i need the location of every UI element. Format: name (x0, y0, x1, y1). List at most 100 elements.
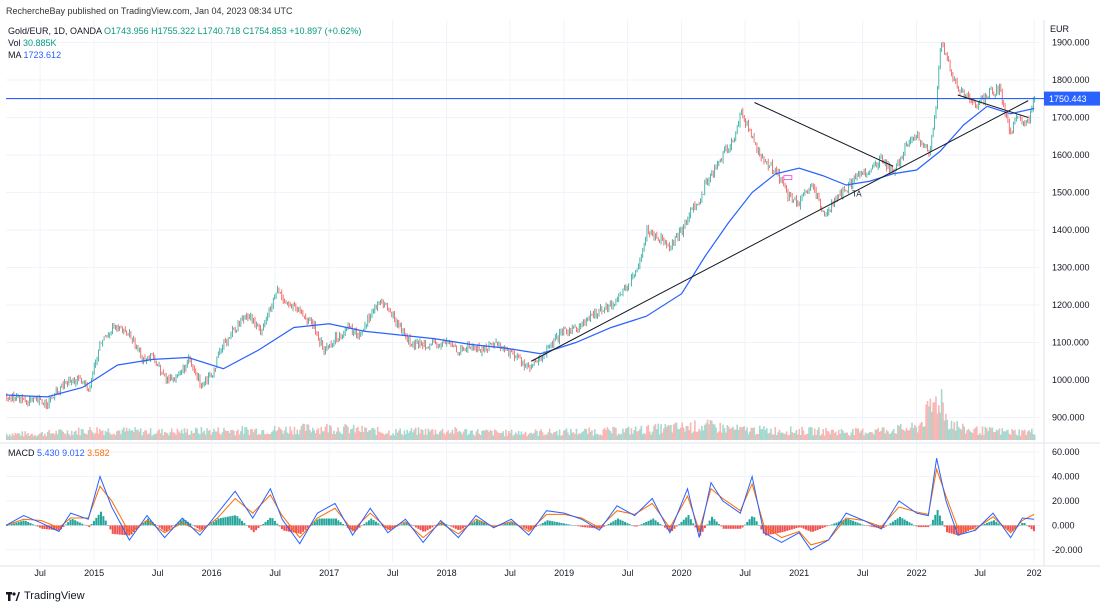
volume-bar (448, 433, 451, 440)
macd-histogram-bar (755, 521, 758, 526)
volume-bar (145, 430, 148, 440)
volume-bar (259, 434, 262, 440)
macd-histogram-bar (165, 525, 168, 532)
volume-bar (630, 428, 633, 440)
volume-bar (554, 432, 557, 440)
volume-bar (591, 430, 593, 440)
time-tick-label: Jul (622, 568, 634, 578)
volume-bar (778, 429, 781, 440)
volume-bar (522, 434, 524, 440)
footer-brand[interactable]: TradingView (6, 590, 85, 602)
macd-tick-label: 20.000 (1052, 496, 1080, 506)
macd-histogram-bar (546, 520, 549, 526)
volume-bar (242, 433, 245, 440)
volume-bar (228, 433, 231, 440)
macd-histogram-bar (306, 525, 309, 528)
price-tick-label: 1800.000 (1052, 75, 1090, 85)
macd-histogram-bar (236, 516, 239, 526)
volume-bar (53, 434, 56, 440)
volume-bar (326, 424, 328, 440)
macd-histogram-bar (201, 525, 204, 530)
macd-tick-label: 40.000 (1052, 472, 1080, 482)
macd-histogram-bar (1007, 525, 1010, 530)
volume-bar (499, 432, 502, 440)
macd-histogram-bar (588, 525, 591, 528)
volume-bar (491, 430, 493, 440)
volume-bar (918, 425, 920, 440)
macd-histogram-bar (252, 525, 255, 533)
volume-bar (978, 432, 981, 440)
volume-bar (285, 426, 287, 440)
volume-bar (351, 428, 354, 440)
volume-bar (311, 427, 314, 440)
macd-histogram-bar (617, 518, 619, 526)
volume-bar (966, 430, 968, 440)
volume-bar (286, 432, 289, 440)
volume-bar (471, 430, 473, 440)
macd-histogram-bar (816, 525, 819, 530)
volume-bar (7, 436, 10, 440)
volume-bar (885, 430, 888, 440)
volume-bar (945, 413, 947, 440)
macd-histogram-bar (229, 516, 232, 526)
volume-bar (656, 429, 658, 440)
macd-histogram-bar (403, 523, 406, 526)
macd-histogram-bar (891, 521, 894, 526)
macd-histogram-bar (694, 525, 697, 528)
macd-histogram-bar (656, 522, 659, 526)
macd-histogram-bar (793, 525, 796, 529)
macd-histogram-bar (873, 525, 876, 528)
volume-bar (210, 434, 213, 440)
macd-histogram-bar (478, 521, 481, 526)
volume-bar (478, 433, 480, 440)
macd-histogram-bar (248, 525, 251, 528)
macd-histogram-bar (943, 525, 946, 527)
volume-bar (953, 422, 956, 440)
volume-bar (734, 429, 737, 440)
volume-bar (543, 435, 545, 440)
volume-bar (812, 435, 815, 440)
macd-histogram-bar (852, 520, 854, 526)
time-tick-label: 2016 (202, 568, 222, 578)
volume-bar (183, 428, 186, 440)
volume-bar (629, 434, 631, 440)
symbol-label[interactable]: Gold/EUR, 1D, OANDA (8, 26, 102, 36)
volume-bar (323, 431, 325, 440)
volume-bar (540, 429, 542, 440)
price-tick-label: 1200.000 (1052, 300, 1090, 310)
vol-label[interactable]: Vol (8, 38, 21, 48)
volume-bar (895, 433, 898, 440)
macd-histogram-bar (476, 520, 478, 526)
volume-bar (675, 422, 678, 440)
macd-histogram-bar (680, 521, 683, 526)
volume-bar (519, 434, 521, 440)
macd-histogram-bar (151, 522, 154, 526)
volume-bar (44, 433, 46, 440)
macd-histogram-bar (20, 521, 23, 526)
volume-bar (29, 434, 32, 440)
volume-bar (709, 419, 712, 440)
volume-bar (483, 430, 486, 440)
macd-histogram-bar (107, 525, 110, 526)
volume-bar (220, 434, 222, 440)
macd-histogram-bar (156, 525, 159, 526)
macd-histogram-bar (899, 516, 901, 526)
macd-histogram-bar (859, 523, 862, 526)
ma-label[interactable]: MA (8, 50, 22, 60)
macd-label[interactable]: MACD (8, 448, 35, 458)
volume-bar (617, 433, 620, 440)
volume-bar (544, 434, 547, 440)
volume-bar (836, 435, 839, 440)
volume-bar (186, 428, 189, 440)
macd-histogram-bar (938, 515, 941, 526)
volume-bar (148, 433, 151, 440)
volume-bar (392, 433, 394, 440)
macd-histogram-bar (631, 525, 634, 526)
macd-tick-label: 0.000 (1052, 520, 1075, 530)
volume-bar (421, 430, 424, 440)
macd-histogram-bar (527, 525, 530, 530)
macd-histogram-bar (304, 525, 307, 530)
volume-bar (272, 430, 275, 440)
volume-bar (475, 431, 478, 440)
